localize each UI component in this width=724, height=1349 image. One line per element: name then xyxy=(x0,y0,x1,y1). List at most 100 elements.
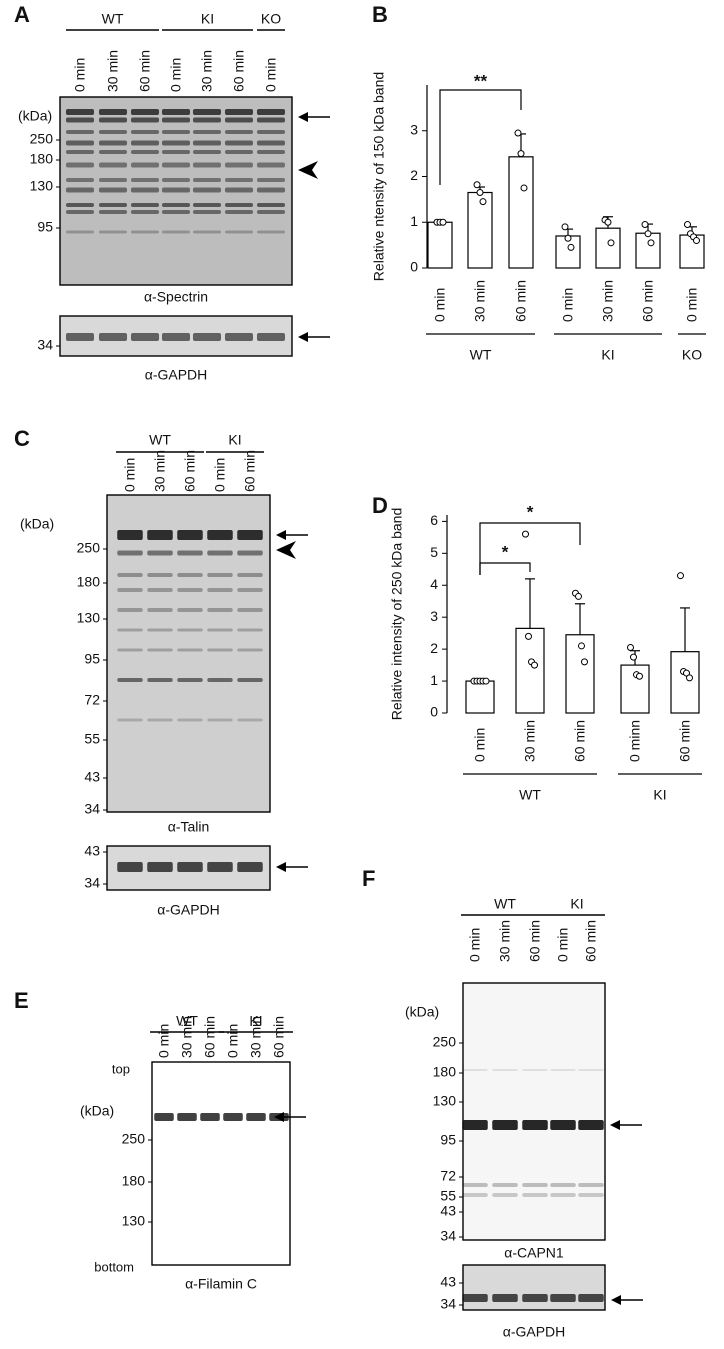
band xyxy=(98,178,128,182)
significance-label: ** xyxy=(474,71,488,90)
marker-label: 180 xyxy=(122,1173,146,1189)
band xyxy=(256,187,286,193)
band xyxy=(98,109,128,115)
y-tick-label: 2 xyxy=(430,640,438,656)
marker-label: 72 xyxy=(84,692,100,708)
bar xyxy=(515,627,545,714)
group-label: KI xyxy=(201,11,214,27)
data-point xyxy=(636,672,643,680)
group-label: WT xyxy=(519,787,541,803)
loading-blot xyxy=(462,1264,606,1311)
x-tick-label: 30 min xyxy=(522,720,538,762)
band xyxy=(207,608,233,612)
lane-label: 30 min xyxy=(199,50,215,92)
x-tick-label: 0 min xyxy=(472,728,488,762)
group-label: KI xyxy=(570,896,583,912)
band xyxy=(177,678,203,682)
band xyxy=(256,333,286,341)
band xyxy=(161,162,191,168)
data-point xyxy=(630,653,637,661)
band xyxy=(192,230,222,234)
lane-label: 60 min xyxy=(182,450,198,492)
band xyxy=(224,162,254,168)
y-tick-label: 0 xyxy=(430,704,438,720)
band xyxy=(192,130,222,134)
y-tick-label: 2 xyxy=(410,167,418,183)
marker-label: 95 xyxy=(440,1132,456,1148)
y-tick-label: 4 xyxy=(430,576,438,592)
band xyxy=(161,210,191,214)
band xyxy=(161,117,191,123)
band xyxy=(237,530,263,540)
marker-label: 130 xyxy=(30,178,54,194)
band xyxy=(117,550,143,556)
x-tick-label: 60 min xyxy=(513,280,529,322)
data-point xyxy=(641,221,649,229)
data-point xyxy=(482,677,490,685)
band xyxy=(237,608,263,612)
band xyxy=(224,117,254,123)
band xyxy=(550,1183,576,1187)
marker-label: 43 xyxy=(84,769,100,785)
band xyxy=(224,203,254,207)
band xyxy=(462,1294,488,1302)
lane-label: 0 min xyxy=(156,1024,172,1058)
x-tick-label: 0 min xyxy=(684,288,700,322)
band xyxy=(256,117,286,123)
group-label: WT xyxy=(494,896,516,912)
band xyxy=(65,109,95,115)
lane-label: 60 min xyxy=(231,50,247,92)
data-point xyxy=(567,243,575,251)
band xyxy=(117,718,143,722)
band xyxy=(98,117,128,123)
band xyxy=(98,203,128,207)
lane-label: 60 min xyxy=(271,1016,287,1058)
band xyxy=(65,162,95,168)
band xyxy=(117,628,143,632)
band xyxy=(578,1193,604,1197)
arrowhead xyxy=(298,161,318,179)
marker-label: 180 xyxy=(433,1064,457,1080)
data-point xyxy=(561,223,569,231)
significance-label: * xyxy=(527,502,534,521)
band xyxy=(207,588,233,592)
marker-label: 250 xyxy=(77,540,101,556)
lane-label: 30 min xyxy=(105,50,121,92)
lane-label: 0 min xyxy=(555,928,571,962)
bar xyxy=(595,227,621,269)
band xyxy=(130,210,160,214)
arrowhead xyxy=(276,541,296,559)
band xyxy=(192,109,222,115)
marker-label: 130 xyxy=(433,1093,457,1109)
band xyxy=(492,1183,518,1187)
band xyxy=(154,1113,174,1121)
band xyxy=(550,1120,576,1130)
band xyxy=(65,230,95,234)
panel-letter: A xyxy=(14,2,30,27)
band xyxy=(98,140,128,146)
band xyxy=(161,150,191,154)
band xyxy=(130,140,160,146)
kda-label: (kDa) xyxy=(80,1103,114,1119)
marker-label: 250 xyxy=(122,1131,146,1147)
band xyxy=(65,150,95,154)
bar xyxy=(508,156,534,269)
data-point xyxy=(520,184,528,192)
band xyxy=(224,109,254,115)
data-point xyxy=(522,530,529,538)
band xyxy=(65,130,95,134)
data-point xyxy=(514,129,522,137)
data-point xyxy=(581,658,588,666)
band xyxy=(147,550,173,556)
band xyxy=(237,862,263,872)
data-point xyxy=(604,218,612,226)
bar xyxy=(427,221,453,269)
band xyxy=(117,588,143,592)
band xyxy=(147,648,173,652)
marker-label: 34 xyxy=(440,1228,456,1244)
band xyxy=(578,1294,604,1302)
y-axis-label: Relative ntensity of 150 kDa band xyxy=(371,72,387,281)
band xyxy=(177,718,203,722)
band xyxy=(130,162,160,168)
